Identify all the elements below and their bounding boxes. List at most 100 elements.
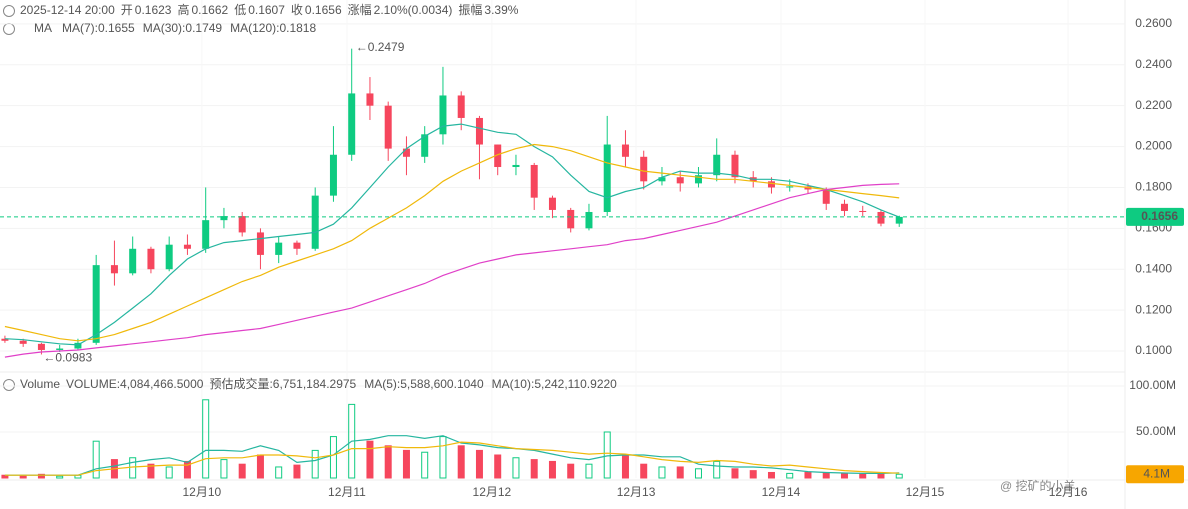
candle-body <box>694 175 702 184</box>
arrow: ← <box>43 351 55 365</box>
volume-bar <box>877 472 885 479</box>
candle-body <box>329 154 337 196</box>
legend-text: 0.1656 <box>305 3 342 17</box>
volume-bar <box>804 471 812 479</box>
candle-body <box>74 342 82 349</box>
ma-line <box>4 123 900 346</box>
volume-bar <box>311 449 319 479</box>
volume-bar <box>366 440 374 479</box>
volume-bar <box>220 459 228 479</box>
volume-bar <box>840 472 848 479</box>
candle-body <box>256 232 264 255</box>
candle-body <box>621 144 629 157</box>
legend-text: 低 <box>234 3 246 17</box>
y-tick-label: 0.2000 <box>1135 139 1172 153</box>
candle-body <box>220 216 228 221</box>
volume-badge <box>1126 465 1184 484</box>
candle-body <box>530 164 538 198</box>
legend-text: 收 <box>291 3 303 17</box>
ma-line <box>4 183 900 358</box>
volume-bar <box>585 463 593 479</box>
candle-body <box>183 244 191 249</box>
legend-text: Volume <box>20 377 60 391</box>
candle-body <box>421 134 429 157</box>
volume-bar <box>421 451 429 479</box>
candle-body <box>713 154 721 176</box>
volume-bar <box>786 472 794 479</box>
legend-text: 振幅 <box>458 2 482 17</box>
volume-bar <box>713 460 721 479</box>
volume-bar <box>183 460 191 479</box>
volume-bar <box>165 466 173 479</box>
candle-body <box>366 93 374 106</box>
collapse-icon[interactable] <box>3 379 15 391</box>
legend-text: 0.1655 <box>98 21 135 35</box>
volume-bar <box>402 449 410 479</box>
price-badge-label: 0.1656 <box>1141 209 1178 223</box>
candle-body <box>640 156 648 182</box>
volume-bar <box>37 473 45 479</box>
volume-bar <box>19 475 27 479</box>
legend-text: 3.39% <box>484 3 518 17</box>
y-tick-label: 0.2600 <box>1135 16 1172 30</box>
volume-bar <box>293 464 301 479</box>
candle-body <box>92 265 100 343</box>
candle-body <box>457 95 465 118</box>
candle-body <box>512 164 520 168</box>
x-tick-label: 12月11 <box>328 485 366 499</box>
legend-text: MA <box>34 21 52 35</box>
volume-bar <box>767 471 775 479</box>
candle-body <box>311 195 319 249</box>
candle-body <box>475 117 483 145</box>
y-tick-label: 0.1000 <box>1135 343 1172 357</box>
price-badge <box>1126 207 1184 226</box>
volume-bar <box>621 454 629 479</box>
candle-body <box>37 343 45 350</box>
candle-body <box>786 186 794 188</box>
volume-bar <box>494 454 502 479</box>
candle-body <box>494 144 502 168</box>
volume-bar <box>530 459 538 479</box>
volume-bar <box>859 473 867 479</box>
y-tick-label: 0.2400 <box>1135 57 1172 71</box>
volume-bar <box>676 466 684 479</box>
legend-text: 预估成交量:6,751,184.2975 <box>209 376 356 391</box>
candle-body <box>548 197 556 210</box>
candle-body <box>165 244 173 270</box>
candle-body <box>895 216 903 224</box>
legend-text: 0.1818 <box>279 21 316 35</box>
candle-body <box>731 154 739 178</box>
volume-bar <box>475 449 483 479</box>
y-tick-label: 0.1800 <box>1135 180 1172 194</box>
ma-line <box>4 143 900 342</box>
volume-bar <box>256 454 264 479</box>
low-annotation: 0.0983 <box>55 351 92 365</box>
volume-bar <box>749 470 757 479</box>
y-tick-label: 0.1400 <box>1135 261 1172 275</box>
volume-ma-line <box>4 435 900 476</box>
candle-body <box>275 242 283 255</box>
candle-body <box>348 93 356 155</box>
volume-bar <box>147 463 155 479</box>
volume-bar <box>895 473 903 479</box>
legend-text: 2025-12-14 20:00 <box>20 3 115 17</box>
high-annotation: 0.2479 <box>368 40 405 54</box>
legend-text: MA(120): <box>230 21 279 35</box>
legend-text: MA(30): <box>143 21 186 35</box>
legend-text: MA(10):5,242,110.9220 <box>492 377 618 391</box>
volume-bar <box>512 457 520 479</box>
candle-body <box>202 220 210 249</box>
candle-body <box>439 95 447 135</box>
candle-body <box>147 248 155 270</box>
candle-body <box>767 181 775 188</box>
volume-bar <box>384 445 392 479</box>
volume-bar <box>548 460 556 479</box>
y-tick-label: 0.2200 <box>1135 98 1172 112</box>
candle-body <box>402 148 410 157</box>
legend-text: MA(5):5,588,600.1040 <box>364 377 484 391</box>
legend-text: 0.1607 <box>248 3 285 17</box>
collapse-icon[interactable] <box>3 5 15 17</box>
volume-tick-label: 100.00M <box>1129 378 1176 392</box>
